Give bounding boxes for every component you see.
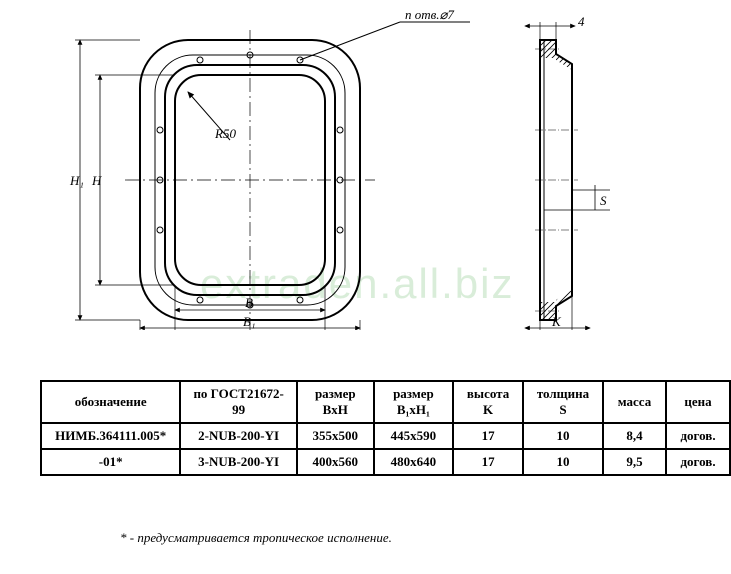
table-cell: 2-NUB-200-YI — [180, 423, 297, 449]
dim-s-label: S — [600, 193, 607, 208]
front-view: R50 n отв.⌀7 — [125, 10, 470, 330]
dim-b1-label: B₁ — [243, 314, 255, 329]
table-cell: догов. — [666, 423, 730, 449]
dim-b-label: B — [245, 295, 253, 310]
table-cell: 10 — [523, 423, 603, 449]
col-header: цена — [666, 381, 730, 423]
col-header: высотаK — [453, 381, 523, 423]
table-cell: -01* — [41, 449, 180, 475]
holes-callout: n отв.⌀7 — [405, 10, 454, 22]
dim-4-label: 4 — [578, 14, 585, 29]
table-cell: 480x640 — [374, 449, 453, 475]
col-header: по ГОСТ21672-99 — [180, 381, 297, 423]
table-cell: 355x500 — [297, 423, 374, 449]
table-cell: НИМБ.364111.005* — [41, 423, 180, 449]
table-cell: 3-NUB-200-YI — [180, 449, 297, 475]
table-row: -01*3-NUB-200-YI400x560480x64017109,5дог… — [41, 449, 730, 475]
table-cell: 8,4 — [603, 423, 666, 449]
technical-drawing: R50 n отв.⌀7 H H₁ B B₁ — [0, 10, 731, 330]
table-cell: 400x560 — [297, 449, 374, 475]
dim-h1-label: H₁ — [69, 173, 84, 188]
table-cell: 17 — [453, 423, 523, 449]
radius-label: R50 — [214, 126, 236, 141]
col-header: размерBxH — [297, 381, 374, 423]
dim-h-label: H — [91, 173, 102, 188]
col-header: размерB₁xH₁ — [374, 381, 453, 423]
table-cell: 17 — [453, 449, 523, 475]
table-cell: догов. — [666, 449, 730, 475]
spec-table: обозначениепо ГОСТ21672-99размерBxHразме… — [40, 380, 731, 476]
side-view: 4 S K — [525, 14, 610, 330]
dim-k-label: K — [551, 314, 562, 329]
col-header: масса — [603, 381, 666, 423]
col-header: обозначение — [41, 381, 180, 423]
footnote: * - предусматривается тропическое исполн… — [120, 530, 392, 546]
table-cell: 445x590 — [374, 423, 453, 449]
table-row: НИМБ.364111.005*2-NUB-200-YI355x500445x5… — [41, 423, 730, 449]
table-cell: 9,5 — [603, 449, 666, 475]
table-cell: 10 — [523, 449, 603, 475]
col-header: толщинаS — [523, 381, 603, 423]
